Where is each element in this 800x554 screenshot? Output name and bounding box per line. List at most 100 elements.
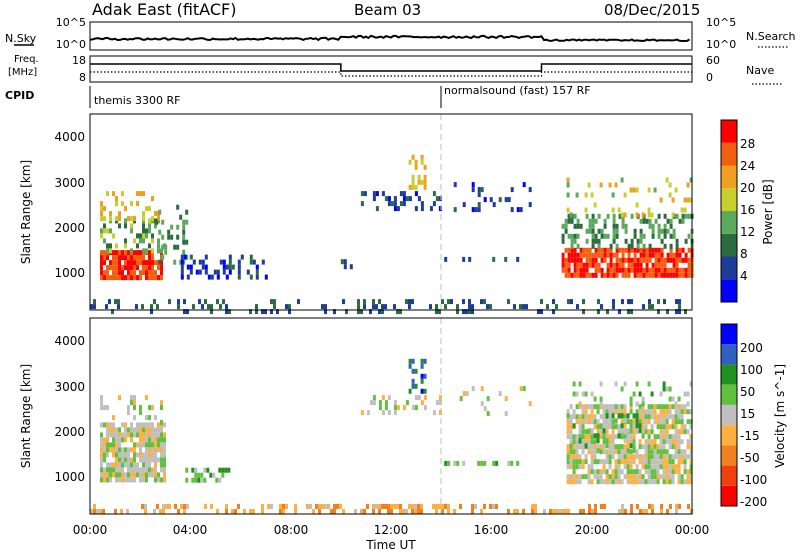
velocity-cell [151,447,154,453]
power-cell [585,213,589,219]
power-cell [687,247,691,253]
power-cell [627,252,631,258]
velocity-cell [581,444,585,450]
power-cell [642,218,646,224]
velocity-cell [160,477,163,483]
power-cell [615,233,619,239]
power-cell [249,274,253,280]
velocity-cell [683,479,687,485]
power-cell [576,257,580,263]
velocity-cell [611,474,615,480]
power-cell [588,223,592,229]
power-cell [180,259,184,265]
velocity-cell [127,457,130,463]
velocity-cell [665,439,669,445]
velocity-cell [569,414,573,420]
power-cell [164,244,168,250]
velocity-cell [151,472,154,478]
power-cell [264,309,267,315]
velocity-cell [656,434,660,440]
power-cell [417,196,421,202]
velocity-cell [279,504,282,509]
power-cell [630,238,634,244]
velocity-cell [674,419,678,425]
power-cell [255,304,258,310]
power-cell [597,262,601,268]
velocity-cell [671,459,675,465]
power-cell [678,257,682,263]
velocity-cell [387,504,390,509]
velocity-cell [641,454,645,460]
velocity-cell [186,504,189,509]
velocity-cell [566,464,570,470]
velocity-cbar-tick: 100 [740,363,763,377]
power-cbar-tick: 8 [740,247,748,261]
power-cell [528,202,532,208]
power-cell [636,272,640,278]
power-cell [117,299,120,305]
power-cell [678,309,681,315]
velocity-cell [638,414,642,420]
power-cell [349,264,353,270]
cpid-label: CPID [5,89,34,102]
power-cell [408,184,412,190]
velocity-cell [683,454,687,460]
power-cell [183,254,187,260]
x-tick-label: 00:00 [73,523,108,537]
power-cell [164,249,168,255]
power-cell [136,255,139,261]
velocity-cell [444,460,448,466]
velocity-cell [160,405,163,411]
power-cell [100,201,103,207]
power-cell [624,247,628,253]
power-cell [591,223,595,229]
velocity-cell [632,434,636,440]
velocity-cell [614,449,618,455]
power-cell [597,267,601,273]
power-cell [160,270,163,276]
power-cell [564,247,568,253]
velocity-cell [384,400,388,406]
velocity-cell [399,504,402,509]
power-cell [588,262,592,268]
power-cell [498,197,502,203]
x-tick-label: 16:00 [474,523,509,537]
power-cell [420,154,424,160]
velocity-cell [261,509,264,514]
power-cell [182,249,186,255]
power-cell [249,309,252,315]
power-cell [207,304,210,310]
power-cell [671,212,675,218]
power-cell [133,238,136,244]
power-cell [139,270,142,276]
velocity-cell [106,432,109,438]
velocity-cell [593,433,597,439]
power-cell [647,207,651,213]
velocity-cell [596,479,600,485]
velocity-cell [608,439,612,445]
power-cell [127,270,130,276]
velocity-cell [106,405,109,411]
velocity-cell [151,427,154,433]
velocity-cell [330,509,333,514]
power-cell [651,267,655,273]
power-cell [130,270,133,276]
velocity-cell [617,454,621,460]
power-cell [576,223,580,229]
velocity-cell [121,452,124,458]
power-cell [648,247,652,253]
velocity-cell [611,469,615,475]
power-cell [609,267,613,273]
velocity-cell [636,504,639,509]
power-cell [121,270,124,276]
power-cell [579,267,583,273]
power-cell [687,257,691,263]
power-cell [100,228,103,234]
power-cell [435,304,438,310]
power-cell [192,304,195,310]
velocity-cell [183,504,186,509]
power-colorbar-ticks: 28 24 20 16 12 8 4 [740,137,755,283]
velocity-cell [572,414,576,420]
velocity-cell [154,432,157,438]
power-cell [678,218,682,224]
